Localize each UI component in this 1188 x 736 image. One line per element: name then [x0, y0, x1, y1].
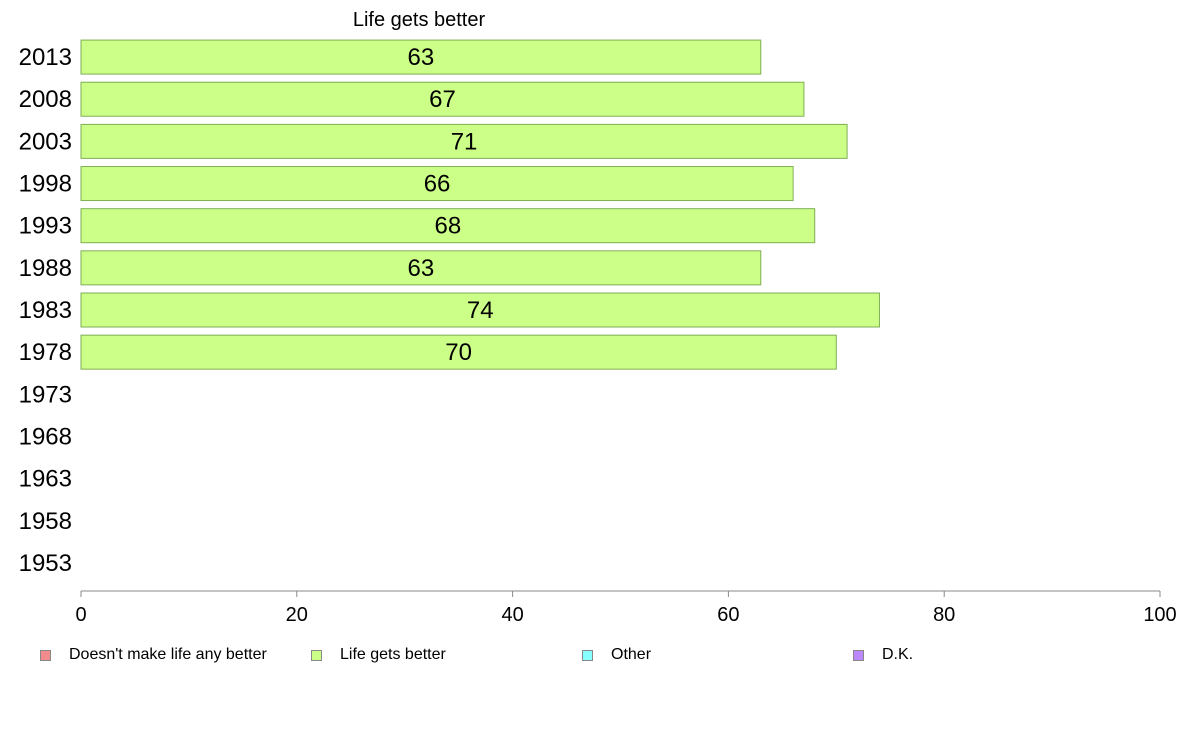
y-axis-labels: 2013 2008 2003 1998 1993 1988 1983 1978 1973 1968… [19, 44, 72, 577]
legend-label: Doesn't make life any better [69, 646, 267, 663]
bar [80, 208, 816, 244]
y-tick-label: 1978 [19, 339, 72, 366]
legend-label: Other [611, 646, 652, 663]
bar [80, 39, 762, 75]
legend-swatch [582, 649, 593, 661]
bar-value-label: 68 [435, 213, 462, 240]
bar [80, 250, 762, 286]
x-tick-label: 40 [501, 604, 523, 626]
y-tick-label: 1993 [19, 213, 72, 240]
y-tick-label: 2003 [19, 128, 72, 155]
legend-swatch [311, 649, 322, 661]
legend-item-doesnt-make-better: Doesn't make life any better [40, 646, 267, 664]
y-tick-label: 1968 [19, 423, 72, 450]
bar-value-label: 63 [408, 255, 435, 282]
bar [80, 334, 837, 370]
bar [80, 81, 805, 117]
y-tick-label: 1958 [19, 508, 72, 535]
y-tick-label: 1998 [19, 171, 72, 198]
bar-value-label: 63 [408, 44, 435, 71]
legend-swatch [40, 649, 51, 661]
x-tick-label: 100 [1143, 604, 1176, 626]
y-tick-label: 1973 [19, 381, 72, 408]
y-tick-label: 1988 [19, 255, 72, 282]
legend: Doesn't make life any better Life gets b… [0, 646, 1188, 666]
y-tick-label: 1963 [19, 466, 72, 493]
x-axis: 0 20 40 60 80 100 [75, 590, 1177, 626]
legend-label: D.K. [882, 646, 914, 663]
bar-value-label: 66 [424, 171, 451, 198]
x-tick-label: 60 [717, 604, 739, 626]
bar-value-label: 71 [451, 128, 478, 155]
bar [80, 123, 848, 159]
legend-item-dk: D.K. [853, 646, 913, 664]
bar-value-label: 67 [429, 86, 456, 113]
bar [80, 166, 794, 202]
y-tick-label: 1983 [19, 297, 72, 324]
bar [80, 292, 880, 328]
legend-swatch [853, 649, 864, 661]
x-tick-label: 0 [75, 604, 86, 626]
x-tick-label: 80 [933, 604, 955, 626]
bar-value-label: 74 [467, 297, 494, 324]
legend-label: Life gets better [340, 646, 446, 663]
legend-item-other: Other [582, 646, 651, 664]
x-tick-label: 20 [286, 604, 308, 626]
bar-value-label: 70 [445, 339, 472, 366]
chart-title: Life gets better [353, 9, 486, 31]
y-tick-label: 2013 [19, 44, 72, 71]
y-tick-label: 1953 [19, 550, 72, 577]
y-tick-label: 2008 [19, 86, 72, 113]
legend-item-life-gets-better: Life gets better [311, 646, 446, 664]
